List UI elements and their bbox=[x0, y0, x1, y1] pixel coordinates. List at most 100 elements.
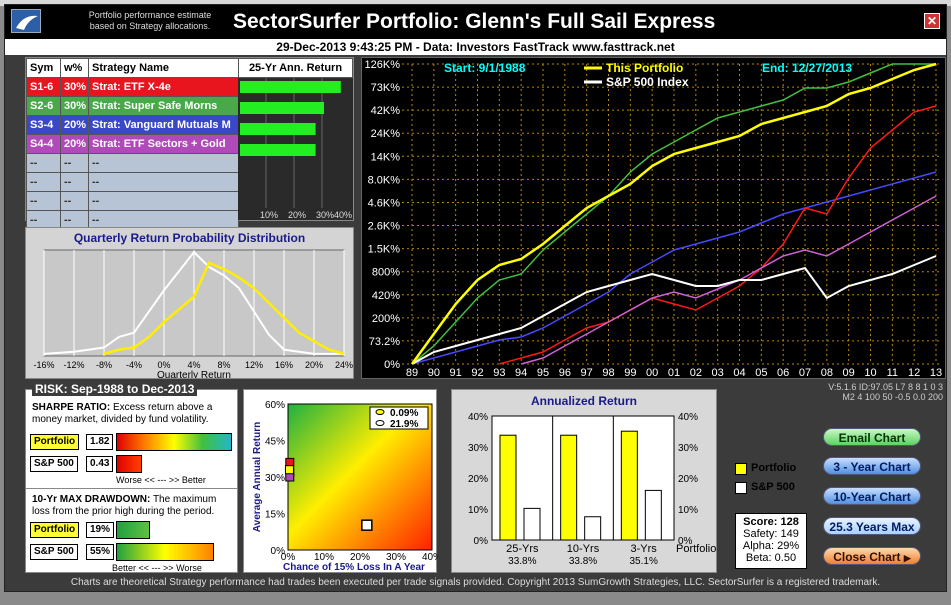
green-strategy-line bbox=[411, 63, 936, 365]
row-name: Strat: ETF Sectors + Gold bbox=[88, 134, 239, 154]
drawdown-sp-value: 55% bbox=[86, 544, 115, 560]
prob-x-tick: -16% bbox=[33, 360, 54, 370]
chart-end-date: End: 12/27/2013 bbox=[762, 61, 852, 75]
score-value: Score: 128 bbox=[743, 516, 799, 528]
main-y-tick: 2.6K% bbox=[368, 221, 401, 233]
ten-year-chart-button[interactable]: 10-Year Chart bbox=[823, 487, 921, 505]
main-x-tick: 07 bbox=[799, 367, 811, 378]
annual-y-tick-left: 30% bbox=[468, 443, 488, 454]
main-x-tick: 93 bbox=[493, 367, 505, 378]
legend-sp-swatch bbox=[735, 482, 747, 494]
drawdown-worse-label: Worse bbox=[176, 563, 202, 573]
annual-y-tick-left: 20% bbox=[468, 474, 488, 485]
annual-y-tick-right: 40% bbox=[678, 412, 698, 423]
drawdown-text: The maximum loss from the prior high dur… bbox=[32, 494, 217, 517]
empty-cell: -- bbox=[26, 191, 61, 211]
annual-portfolio-bar bbox=[560, 434, 578, 541]
page-title: SectorSurfer Portfolio: Glenn's Full Sai… bbox=[233, 10, 716, 33]
main-x-tick: 96 bbox=[559, 367, 571, 378]
table-row[interactable]: S4-4 20% Strat: ETF Sectors + Gold bbox=[26, 134, 239, 154]
annual-sp-bar bbox=[584, 516, 602, 541]
row-sym: S2-6 bbox=[26, 96, 61, 116]
risk-return-chart: 60% 45% 30% 15% 0%0% 10% 20% 30% 40%Chance of 15… bbox=[252, 400, 442, 573]
scatter-x-label: Chance of 15% Loss In A Year bbox=[283, 562, 425, 573]
empty-cell: -- bbox=[88, 153, 239, 173]
strategy-panel: Sym w% Strategy Name S1-6 30% Strat: ETF X… bbox=[25, 57, 354, 230]
max-chart-button[interactable]: 25.3 Years Max bbox=[823, 517, 921, 535]
note-line-2: based on Strategy allocations. bbox=[89, 21, 211, 31]
main-x-tick: 02 bbox=[690, 367, 702, 378]
empty-cell: -- bbox=[60, 172, 89, 192]
legend-sp-text: S&P 500 Index bbox=[606, 75, 689, 89]
beta-value: Beta: 0.50 bbox=[745, 552, 797, 564]
empty-row[interactable]: -- -- -- bbox=[26, 153, 239, 173]
main-y-tick: 73K% bbox=[371, 82, 401, 94]
sharpe-sp-bar bbox=[116, 455, 142, 473]
empty-row[interactable]: -- -- -- bbox=[26, 191, 239, 211]
table-header-row: Sym w% Strategy Name bbox=[26, 58, 239, 78]
scatter-x-tick: 0% bbox=[281, 552, 296, 563]
email-chart-button[interactable]: Email Chart bbox=[823, 428, 921, 446]
main-x-tick: 13 bbox=[930, 367, 942, 378]
strategy-return-bar bbox=[240, 81, 341, 93]
annual-y-tick-right: 10% bbox=[678, 505, 698, 516]
row-sym: S4-4 bbox=[26, 134, 61, 154]
strategy-risk-marker bbox=[285, 457, 295, 467]
safety-value: Safety: 149 bbox=[743, 528, 799, 540]
annualized-chart: 40% 40%30% 30%20% 20%10% 10%0% 0%25-Yrs33.8%1… bbox=[468, 412, 716, 567]
performance-chart: 126K% 73K% 42K% 24K% 14K% 8.0K% 4.6K% 2.6K% 1.5K… bbox=[365, 59, 943, 379]
table-row[interactable]: S3-4 20% Strat: Vanguard Mutuals M bbox=[26, 115, 239, 135]
main-x-tick: 12 bbox=[908, 367, 920, 378]
sharpe-arrows: << --- >> bbox=[144, 475, 180, 485]
close-chart-button[interactable]: Close Chart ▶ bbox=[823, 547, 921, 565]
drawdown-better-label: Better bbox=[112, 563, 137, 573]
row-weight: 20% bbox=[60, 134, 89, 154]
close-icon[interactable]: ✕ bbox=[924, 13, 940, 29]
row-name: Strat: ETF X-4e bbox=[88, 77, 239, 97]
empty-cell: -- bbox=[26, 210, 61, 230]
sp500-line bbox=[411, 255, 937, 365]
col-weight: w% bbox=[60, 58, 89, 78]
main-x-tick: 98 bbox=[602, 367, 614, 378]
annual-sp-bar bbox=[523, 507, 541, 541]
table-row[interactable]: S2-6 30% Strat: Super Safe Morns bbox=[26, 96, 239, 116]
background-strip bbox=[0, 0, 951, 6]
row-sym: S1-6 bbox=[26, 77, 61, 97]
scatter-y-tick: 45% bbox=[265, 437, 285, 448]
annual-y-tick-right: 0% bbox=[678, 536, 693, 547]
empty-cell: -- bbox=[60, 191, 89, 211]
risk-panel: RISK: Sep-1988 to Dec-2013 SHARPE RATIO:… bbox=[25, 382, 238, 573]
main-x-tick: 09 bbox=[843, 367, 855, 378]
sharpe-better-label: Better bbox=[181, 475, 206, 485]
main-x-tick: 00 bbox=[646, 367, 658, 378]
footer-disclaimer: Charts are theoretical Strategy performa… bbox=[70, 577, 881, 588]
sharpe-portfolio-value: 1.82 bbox=[86, 434, 114, 450]
annualized-panel: Annualized Return 40% 40% 30% 30% 20% 20% 10% 1… bbox=[451, 389, 717, 573]
annualized-title: Annualized Return bbox=[530, 394, 637, 408]
sharpe-text: Excess return above a money market, divi… bbox=[32, 402, 213, 425]
main-y-tick: 24K% bbox=[371, 128, 401, 140]
main-x-tick: 11 bbox=[887, 367, 898, 378]
prob-x-tick: 24% bbox=[335, 360, 353, 370]
bar-tick-label: 40% bbox=[334, 210, 352, 220]
strategy-return-bars: 10% 20% 30% 40% bbox=[238, 78, 353, 220]
annual-y-tick-left: 40% bbox=[468, 412, 488, 423]
three-year-chart-button[interactable]: 3 - Year Chart bbox=[823, 457, 921, 475]
empty-cell: -- bbox=[88, 191, 239, 211]
scatter-legend-portfolio-value: 0.09% bbox=[390, 408, 418, 419]
scatter-y-tick: 30% bbox=[265, 473, 285, 484]
annual-group-label: 25-Yrs bbox=[506, 543, 539, 555]
sharpe-scale: Worse << --- >> Better bbox=[116, 475, 236, 485]
empty-row[interactable]: -- -- -- bbox=[26, 172, 239, 192]
table-row[interactable]: S1-6 30% Strat: ETF X-4e bbox=[26, 77, 239, 97]
title-note: Portfolio performance estimate based on … bbox=[85, 10, 215, 32]
sharpe-heading: SHARPE RATIO: bbox=[32, 402, 111, 413]
scatter-legend-portfolio-icon bbox=[375, 409, 385, 415]
annual-y-tick-left: 10% bbox=[468, 505, 488, 516]
version-line-2: M2 4 100 50 -0.5 0.0 200 bbox=[842, 392, 943, 402]
main-x-tick: 05 bbox=[755, 367, 767, 378]
main-x-tick: 95 bbox=[537, 367, 549, 378]
main-y-tick: 800% bbox=[372, 267, 400, 279]
main-x-tick: 10 bbox=[864, 367, 876, 378]
drawdown-portfolio-label: Portfolio bbox=[30, 522, 80, 538]
